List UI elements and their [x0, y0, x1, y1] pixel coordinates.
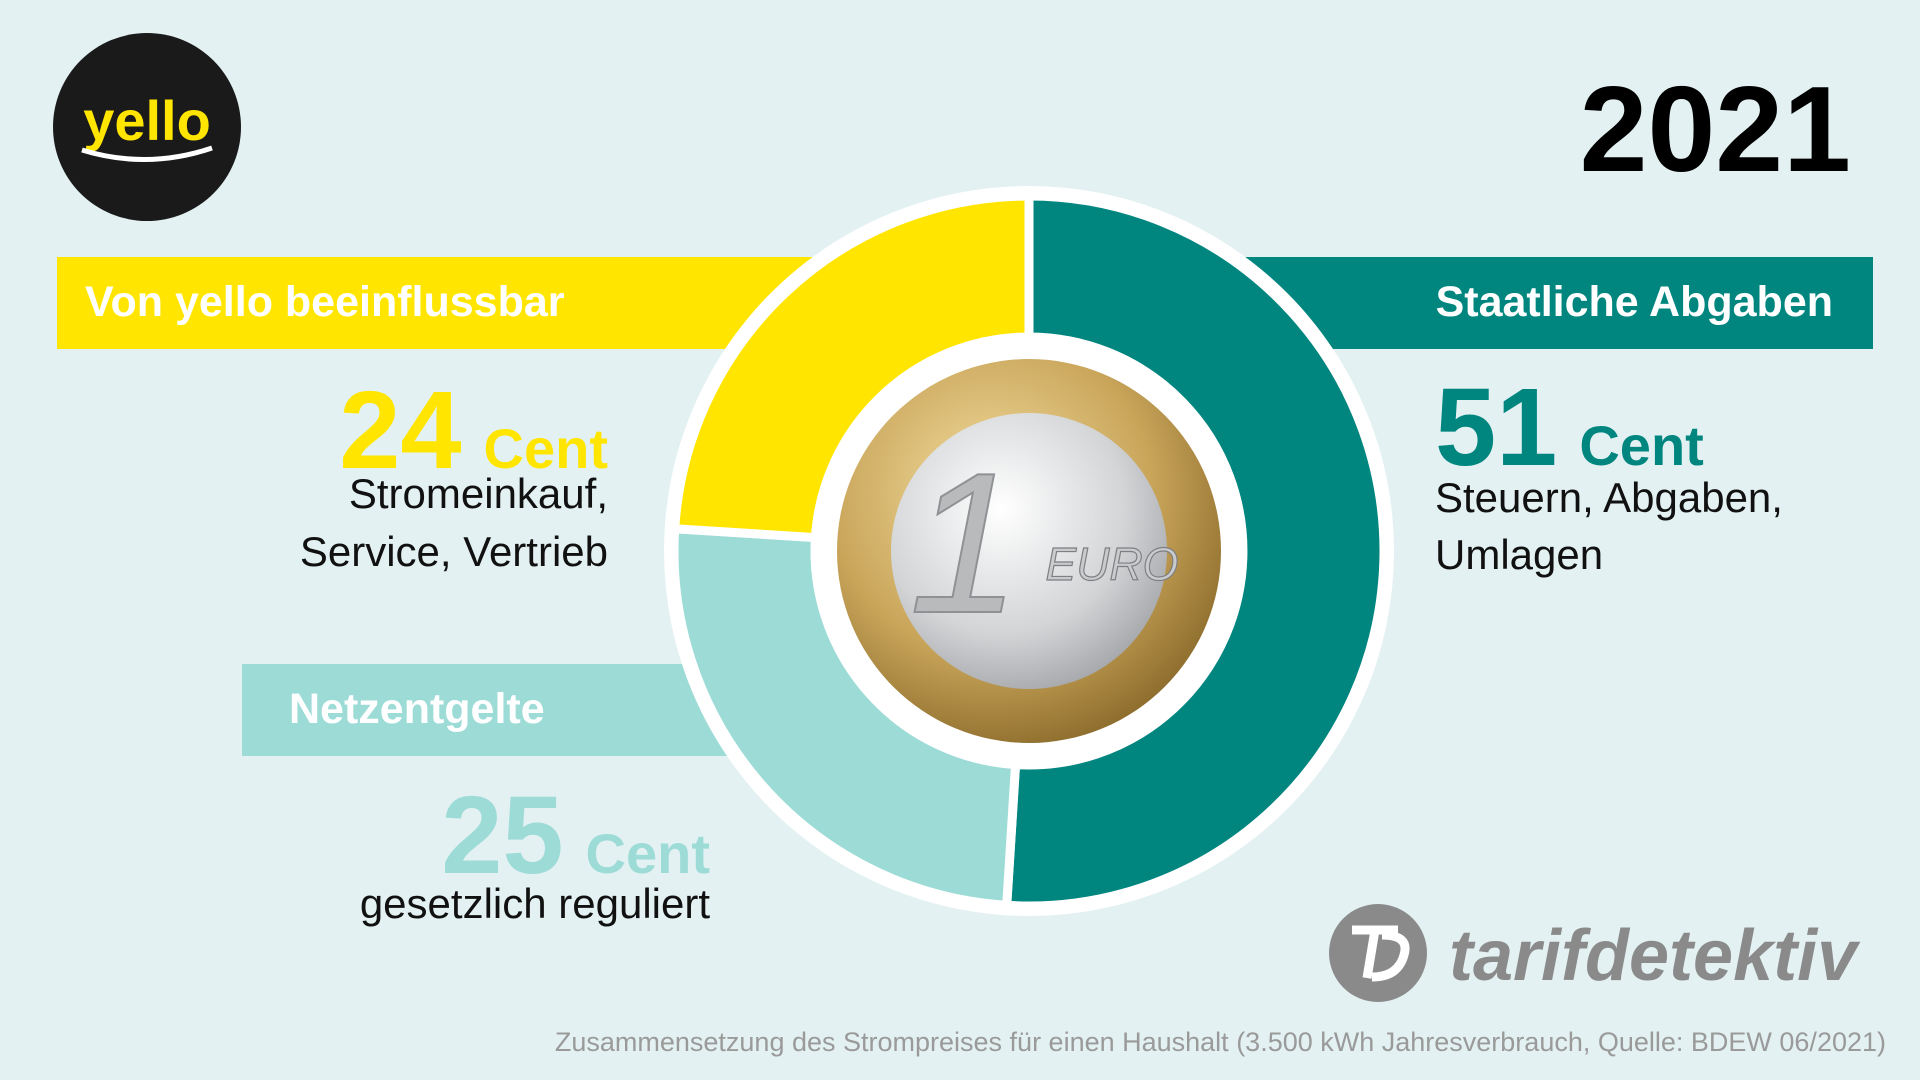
category-banner	[242, 664, 742, 756]
value-label: 25 Cent	[441, 774, 710, 897]
slice	[669, 523, 1021, 911]
category-banner	[57, 257, 837, 349]
source-icon	[1329, 904, 1427, 1002]
value-number: 51	[1435, 366, 1557, 489]
category-banner	[1225, 257, 1873, 349]
source-logo: tarifdetektiv	[1449, 916, 1861, 996]
coin-numeral: 1	[909, 432, 1020, 655]
value-unit: Cent	[1579, 414, 1703, 477]
coin: 1 EURO	[837, 359, 1221, 743]
value-label: 24 Cent	[339, 369, 608, 492]
description: gesetzlich reguliert	[360, 880, 711, 927]
category-label: Netzentgelte	[289, 685, 545, 733]
category-label: Staatliche Abgaben	[1436, 278, 1833, 326]
brand-logo	[53, 33, 241, 221]
description: Service, Vertrieb	[300, 528, 608, 575]
value-number: 25	[441, 774, 563, 897]
footnote: Zusammensetzung des Strompreises für ein…	[555, 1027, 1886, 1057]
description: Umlagen	[1435, 531, 1603, 578]
source-icon-glyph	[1352, 925, 1410, 982]
brand-text: yello	[83, 89, 211, 152]
value-number: 24	[339, 369, 461, 492]
banners: Staatliche Abgaben Netzentgelte Von yello …	[57, 257, 1873, 756]
slice	[669, 191, 1034, 543]
coin-center	[891, 413, 1167, 689]
coin-text: EURO	[1046, 538, 1179, 590]
value-unit: Cent	[484, 417, 608, 480]
value-unit: Cent	[586, 822, 710, 885]
value-label: 51 Cent	[1435, 366, 1704, 489]
slice	[1001, 191, 1389, 911]
description: Steuern, Abgaben,	[1435, 474, 1783, 521]
brand-wave	[81, 145, 213, 162]
category-label: Von yello beeinflussbar	[85, 278, 565, 326]
chart-title: 2021	[1580, 61, 1851, 197]
description: Stromeinkauf,	[349, 470, 608, 517]
